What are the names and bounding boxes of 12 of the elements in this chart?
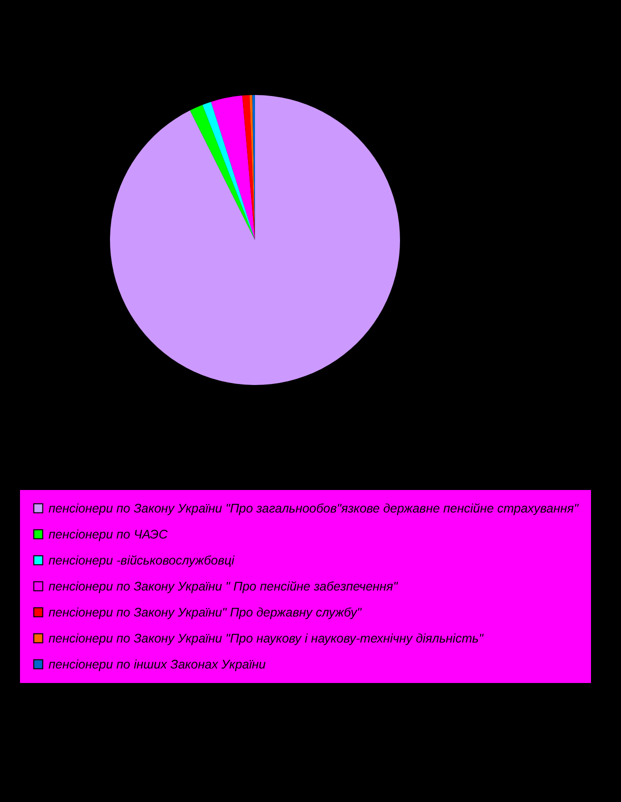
legend-label: пенсіонери по Закону України "Про загальнообов"язкове державне пенсійне страхування" (48, 501, 579, 516)
pie-slice (211, 96, 255, 240)
legend-label: пенсіонери по Закону України " Про пенсійне забезпечення" (48, 579, 398, 594)
legend-label: пенсіонери по Закону України "Про наукову і наукову-технічну діяльність" (48, 631, 484, 646)
legend-label: пенсіонери по Закону України" Про державну службу" (48, 605, 362, 620)
legend-label: пенсіонери по інших Законах України (48, 657, 266, 672)
pie-slice (110, 95, 400, 385)
pie-slice (242, 95, 255, 240)
legend-label: пенсіонери -військовослужбовці (48, 553, 236, 568)
legend-label: пенсіонери по ЧАЭС (48, 527, 169, 542)
pie-slice (202, 102, 255, 240)
pie-slice (190, 104, 255, 240)
